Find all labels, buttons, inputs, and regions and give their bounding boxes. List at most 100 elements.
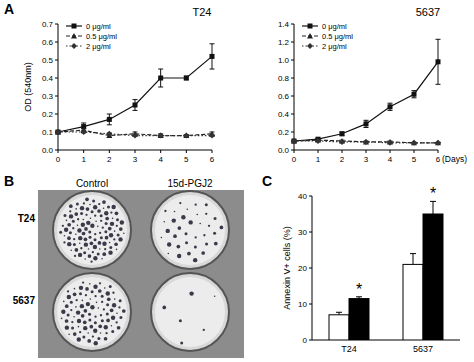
colony: [69, 210, 71, 212]
colony: [100, 220, 102, 222]
plates-panel: Control15d-PGJ2T245637: [13, 178, 244, 358]
bar: [349, 299, 369, 340]
error-bar: [410, 254, 416, 265]
colony: [185, 241, 188, 244]
colony: [84, 309, 88, 313]
y-tick: [55, 78, 58, 79]
y-tick: [55, 60, 58, 61]
colony: [101, 301, 103, 303]
y-tick: [291, 24, 294, 25]
colony: [205, 213, 207, 215]
colony: [75, 233, 77, 235]
colony: [80, 206, 84, 210]
colony: [106, 319, 110, 323]
colony: [104, 230, 107, 233]
colony: [201, 251, 205, 255]
colony: [64, 228, 68, 232]
marker: [291, 138, 297, 144]
colony: [100, 314, 102, 316]
error-bar: [340, 132, 345, 136]
colony: [164, 210, 166, 212]
x-tick: [83, 150, 84, 153]
colony: [109, 233, 113, 237]
colony: [63, 301, 65, 303]
y-tick-label: 10: [298, 300, 307, 309]
colony: [110, 222, 114, 226]
colony: [99, 282, 101, 284]
marker: [411, 140, 417, 146]
error-bar: [364, 120, 369, 127]
colony: [88, 313, 91, 316]
colony: [102, 252, 106, 256]
colony: [83, 202, 85, 204]
colony: [82, 281, 84, 283]
colony: [109, 285, 112, 288]
colony: [67, 313, 70, 316]
error-bar: [158, 69, 163, 87]
colony: [114, 242, 118, 246]
colony: [208, 225, 210, 227]
marker: [436, 59, 441, 64]
bar: [423, 214, 443, 340]
error-cap: [436, 84, 441, 85]
colony: [86, 302, 90, 306]
annotation: *: [356, 281, 362, 298]
y-tick-label: 0.1: [42, 128, 54, 137]
panel-letter: B: [4, 173, 14, 189]
colony: [114, 230, 116, 232]
colony: [177, 245, 181, 249]
colony: [111, 330, 114, 333]
colony: [98, 307, 100, 309]
colony: [115, 211, 119, 215]
colony: [89, 283, 91, 285]
row-label: T24: [18, 213, 36, 224]
colony: [70, 301, 73, 304]
error-bar: [436, 39, 441, 84]
bar-chart: 010203040Annexin V+ cells (%)T245637**: [282, 185, 460, 354]
colony: [75, 306, 77, 308]
colony: [187, 208, 189, 210]
colony: [181, 215, 185, 219]
colony: [84, 242, 88, 246]
colony: [91, 290, 94, 293]
marker: [81, 129, 87, 135]
colony: [174, 211, 176, 213]
colony: [66, 220, 68, 222]
colony: [85, 287, 89, 291]
series-line: [58, 56, 212, 132]
colony: [205, 203, 208, 206]
marker: [363, 139, 369, 145]
colony: [85, 294, 87, 296]
colony: [95, 220, 97, 222]
colony: [161, 237, 163, 239]
colony: [93, 285, 97, 289]
colony: [116, 249, 118, 251]
colony: [94, 321, 97, 324]
colony: [110, 211, 112, 213]
x-tick-label: 1: [81, 155, 86, 164]
colony: [80, 247, 82, 249]
marker: [72, 24, 77, 29]
colony: [97, 337, 100, 340]
colony: [105, 222, 108, 225]
colony: [93, 256, 97, 260]
colony: [104, 211, 108, 215]
colony: [110, 309, 114, 313]
error-bar: [388, 103, 393, 110]
colony: [74, 288, 76, 290]
legend-label: 2 μg/ml: [86, 42, 111, 51]
error-bar: [133, 100, 138, 111]
colony: [90, 261, 92, 263]
colony: [166, 229, 170, 233]
colony: [179, 202, 181, 204]
marker: [55, 129, 61, 135]
y-tick-label: 0.8: [278, 74, 290, 83]
x-axis-title: (Days): [442, 154, 467, 164]
colony: [70, 309, 72, 311]
marker: [209, 133, 215, 139]
colony: [79, 331, 81, 333]
colony: [67, 236, 71, 240]
panel-letter: C: [262, 173, 272, 189]
colony: [88, 231, 91, 234]
marker: [340, 131, 345, 136]
